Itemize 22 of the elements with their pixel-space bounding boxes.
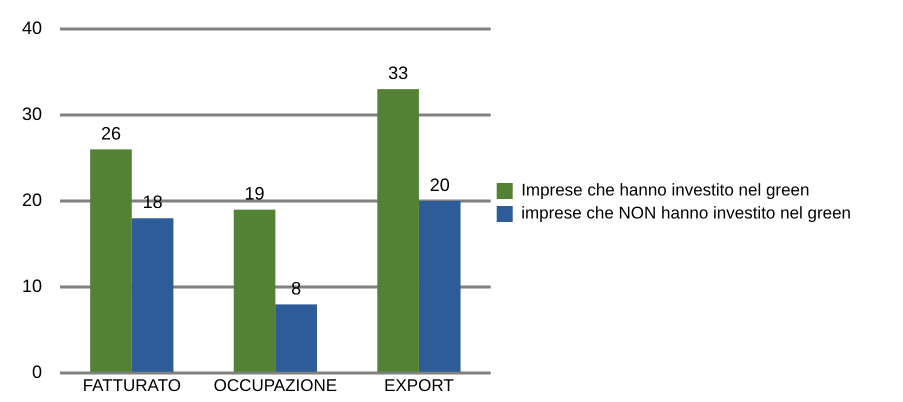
y-tick-label: 30: [22, 104, 42, 124]
x-tick-label: FATTURATO: [82, 376, 181, 396]
data-label: 26: [100, 123, 121, 144]
bar: [418, 201, 461, 372]
y-tick-label: 20: [22, 190, 42, 210]
bar: [377, 89, 419, 372]
data-label: 20: [430, 174, 450, 195]
x-tick-label: EXPORT: [384, 376, 454, 396]
legend-label: imprese che NON hanno investito nel green: [521, 204, 852, 223]
data-label: 18: [142, 192, 163, 212]
data-label: 33: [388, 63, 408, 84]
data-label: 8: [291, 278, 302, 298]
y-tick-label: 40: [22, 18, 42, 38]
x-tick-label: OCCUPAZIONE: [214, 376, 338, 396]
bar: [234, 210, 276, 372]
y-tick-label: 0: [32, 362, 42, 382]
data-label: 19: [244, 184, 265, 204]
bar: [132, 218, 174, 372]
bar: [90, 149, 132, 372]
bar: [275, 304, 317, 372]
legend-label: Imprese che hanno investito nel green: [521, 180, 810, 200]
y-tick-label: 10: [22, 276, 42, 296]
